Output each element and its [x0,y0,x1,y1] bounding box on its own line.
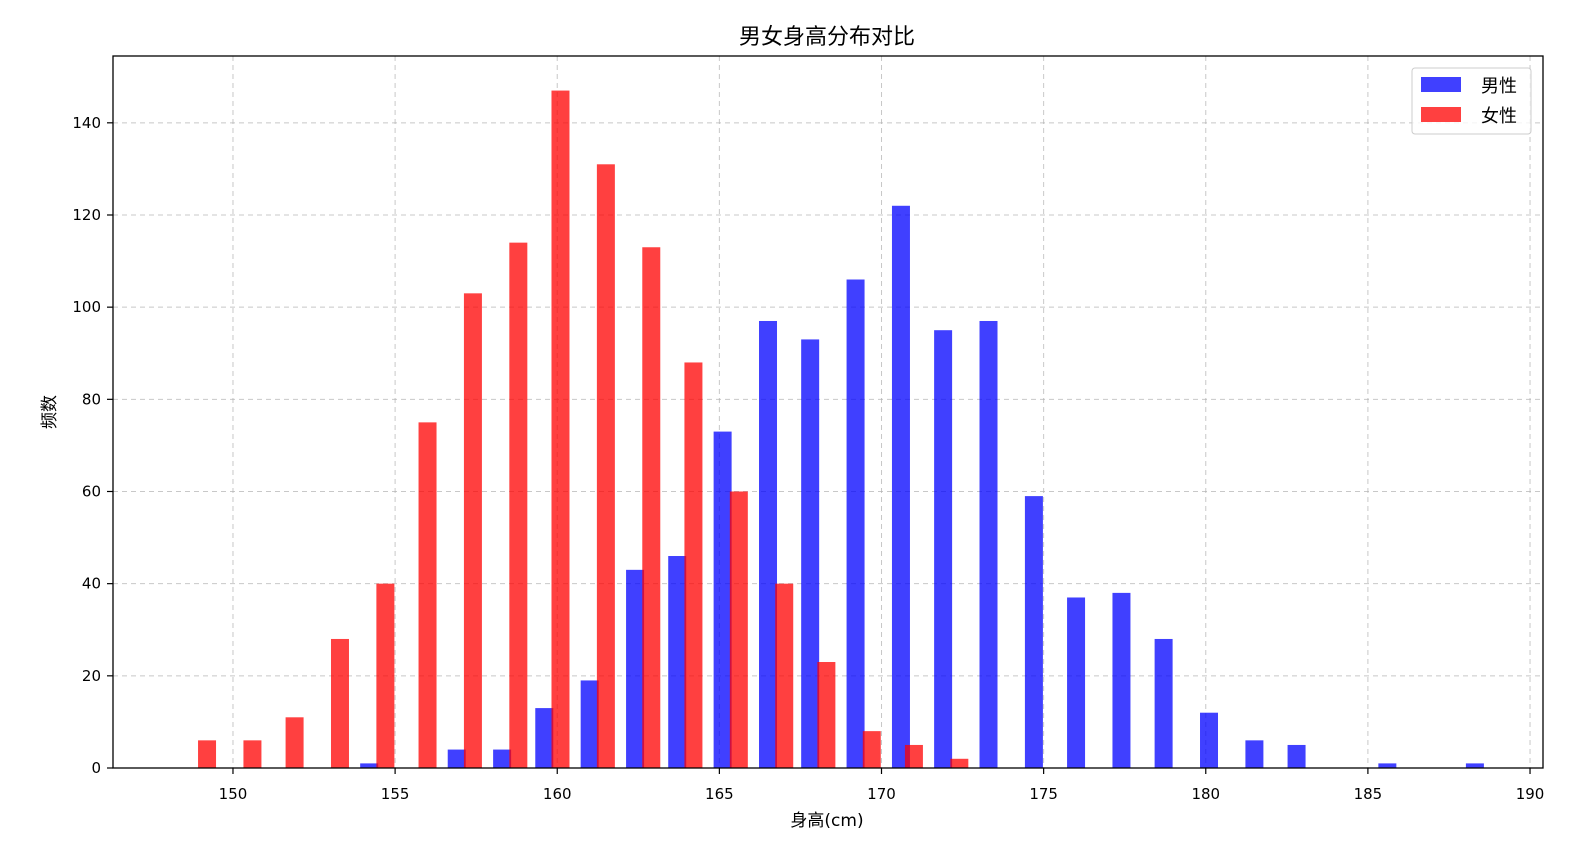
female-bar [596,164,615,768]
female-bar [642,247,661,768]
x-tick-label: 150 [219,785,248,803]
female-bar [418,422,437,768]
male-bar [891,205,910,769]
plot-frame [112,55,1544,769]
female-bar [463,293,482,768]
male-bar [447,749,466,768]
y-tick-label: 120 [72,206,101,224]
male-bar [1154,638,1173,768]
male-bar [1112,592,1131,768]
series-female [198,90,969,769]
series-male [360,205,1484,769]
y-tick-label: 140 [72,114,101,132]
male-bar [759,320,778,768]
female-bar [551,90,570,768]
y-tick-label: 60 [82,482,101,500]
female-bar [198,740,217,768]
male-bar [580,680,599,768]
legend-label-female: 女性 [1481,106,1517,127]
female-bar [950,758,969,768]
chart-title: 男女身高分布对比 [739,25,915,50]
male-bar [626,569,645,768]
female-bar [729,491,748,768]
x-tick-label: 180 [1191,785,1220,803]
bars-layer [198,90,1484,769]
legend-label-male: 男性 [1481,76,1517,97]
x-tick-label: 170 [867,785,896,803]
x-tick-label: 190 [1516,785,1545,803]
x-axis-label: 身高(cm) [790,811,863,831]
male-bar [846,279,865,768]
male-bar [1024,496,1043,768]
male-bar [668,556,687,768]
male-bar [493,749,512,768]
male-bar [1067,597,1086,768]
male-bar [1465,763,1484,768]
x-axis-ticks: 150 155 160 165 170 175 180 185 190 [219,768,1545,803]
female-bar [243,740,262,768]
x-tick-label: 160 [543,785,572,803]
male-bar [801,339,820,768]
female-bar [775,583,794,768]
female-bar [862,731,881,768]
y-tick-label: 0 [91,759,101,777]
male-bar [1287,744,1306,768]
female-bar [817,662,836,768]
x-tick-label: 175 [1029,785,1058,803]
male-bar [535,708,554,768]
legend-swatch-female [1421,107,1461,122]
female-bar [684,362,703,768]
y-axis-ticks: 0 20 40 60 80 100 120 140 [72,114,113,777]
plot-background [113,56,1543,768]
legend-swatch-male [1421,77,1461,92]
male-bar [1200,712,1219,768]
male-bar [713,431,732,768]
female-bar [904,744,923,768]
male-bar [1245,740,1264,768]
male-bar [1378,763,1397,768]
y-tick-label: 40 [82,575,101,593]
plot-area: 150 155 160 165 170 175 180 185 190 0 20 40 60 80 100… [72,55,1545,803]
male-bar [360,763,379,768]
y-axis-label: 频数 [40,395,60,429]
y-tick-label: 20 [82,667,101,685]
female-bar [509,242,528,769]
y-tick-label: 80 [82,390,101,408]
male-bar [934,330,953,768]
female-bar [285,717,304,768]
x-tick-label: 185 [1354,785,1383,803]
x-tick-label: 155 [381,785,410,803]
x-tick-label: 165 [705,785,734,803]
legend: 男性 女性 [1411,67,1532,135]
female-bar [330,638,349,768]
y-tick-label: 100 [72,298,101,316]
female-bar [376,583,395,768]
male-bar [979,320,998,768]
